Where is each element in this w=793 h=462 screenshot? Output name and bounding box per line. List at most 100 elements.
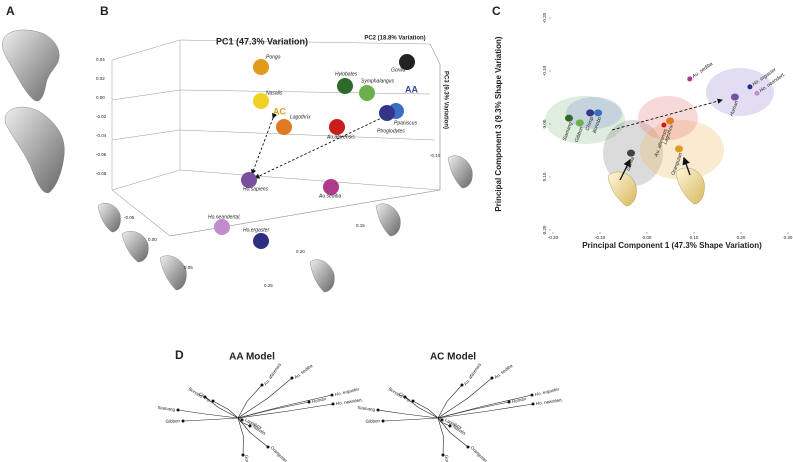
scatter-point [730, 93, 739, 101]
tree-leaf [460, 383, 464, 387]
tree-leaf [176, 408, 180, 412]
tree-leaf [211, 399, 215, 403]
tree-branch [237, 417, 269, 448]
point-label: Au.sediba [318, 193, 341, 199]
leaf-label: Siamang [357, 405, 376, 412]
x-tick-label: 0.10 [690, 235, 699, 240]
point-label: Gorilla [626, 156, 637, 172]
leaf-label: Chimp [198, 391, 212, 403]
leaf-label: Ho. neandert. [536, 397, 564, 406]
tree-branch [437, 384, 463, 419]
tree-leaf [260, 383, 264, 387]
leaf-label: Au. sediba [293, 363, 313, 380]
tree-leaf [411, 399, 415, 403]
tick-label: -0.10 [430, 153, 441, 158]
pc-point [253, 233, 269, 249]
point-label: Human [729, 100, 740, 117]
point-label: Ho.sapiens [243, 186, 269, 192]
tree-branch [237, 377, 293, 419]
scatter-point [661, 122, 667, 128]
tree-title: AA Model [229, 352, 275, 363]
tree-leaf [290, 376, 294, 380]
tree-branch [237, 417, 244, 456]
axis-title: PC2 (18.8% Variation) [364, 36, 425, 42]
leaf-label: Orangutan [269, 445, 288, 462]
tick-label: -0.06 [96, 152, 107, 157]
y-tick-label: -0.10 [542, 65, 547, 76]
bone-thumbnails [607, 156, 705, 207]
point-label: Au.afarensis [326, 134, 355, 140]
x-tick-label: -0.20 [548, 235, 559, 240]
tree-leaf [531, 402, 535, 406]
point-label: Au. sediba [690, 61, 714, 80]
tree-leaf [381, 419, 385, 423]
tree-branch [237, 401, 310, 419]
tree-leaf [203, 395, 207, 399]
model-label: AA [405, 84, 418, 94]
tree-branch [377, 409, 439, 419]
tree-branch [204, 396, 239, 419]
tree-leaf [266, 445, 270, 449]
tree-leaf [466, 445, 470, 449]
tree-branch [437, 403, 534, 419]
tick-label: 0.15 [356, 223, 365, 228]
point-label: Gibbon [574, 126, 585, 143]
tick-label: 0.05 [184, 265, 193, 270]
leaf-label: Ho. neandert. [336, 397, 364, 406]
leaf-label: Human [311, 396, 327, 404]
leaf-label: Au. afarensis [263, 361, 283, 386]
tree-leaf [307, 400, 311, 404]
x-tick-label: 0.30 [784, 235, 793, 240]
tree-leaf [441, 453, 445, 457]
tick-label: 0.00 [96, 95, 105, 100]
tree-leaf [331, 402, 335, 406]
x-tick-label: 0.20 [737, 235, 746, 240]
leaf-label: Gorilla [244, 455, 251, 462]
model-label: AC [273, 106, 286, 116]
scatter-point [586, 109, 595, 117]
leaf-label: Au. afarensis [463, 361, 483, 386]
pc-point [253, 59, 269, 75]
leaf-label: Chimp [398, 391, 412, 403]
point-label: Ppaniscus [394, 120, 418, 126]
scatter-point [627, 149, 636, 157]
leaf-label: Gibbon [365, 418, 380, 424]
tree-leaf [530, 393, 534, 397]
tree-branch [237, 403, 334, 419]
tree-leaf [507, 400, 511, 404]
scatter-point [666, 117, 675, 125]
point-label: Ptroglodytes [377, 128, 405, 134]
pc-point [214, 219, 230, 235]
tree-leaf [440, 418, 444, 422]
leaf-label: Orangutan [469, 445, 488, 462]
point-label: Bonobo [592, 116, 604, 134]
panel-label: B [100, 4, 109, 18]
pc-point [276, 119, 292, 135]
trajectory-arrows [251, 112, 393, 179]
tick-label: 0.00 [148, 237, 157, 242]
x-tick-label: -0.10 [595, 235, 606, 240]
pc-point [241, 172, 257, 188]
pc-point [399, 54, 415, 70]
pc-point [253, 93, 269, 109]
leaf-label: Au. sediba [493, 363, 513, 380]
tree-branch [412, 400, 439, 419]
point-label: Gorilla [391, 67, 406, 73]
pc-point [323, 179, 339, 195]
scatter-point [564, 114, 573, 122]
scatter-point [674, 145, 683, 153]
axis-title: PC1 (47.3% Variation) [216, 36, 308, 46]
tree-title: AC Model [430, 352, 476, 363]
tree-branch [404, 396, 439, 419]
tree-leaf [376, 408, 380, 412]
tree-leaf [403, 395, 407, 399]
y-tick-label: 0.00 [542, 119, 547, 128]
axis-title: PC3 (9.3% Variation) [442, 71, 448, 129]
tree-branch [437, 417, 444, 456]
tree-branch [382, 417, 439, 422]
tree-branch [437, 377, 493, 419]
trajectory-arrow [611, 98, 723, 131]
point-label: Symphalangus [361, 78, 395, 84]
y-tick-label: 0.20 [542, 225, 547, 234]
